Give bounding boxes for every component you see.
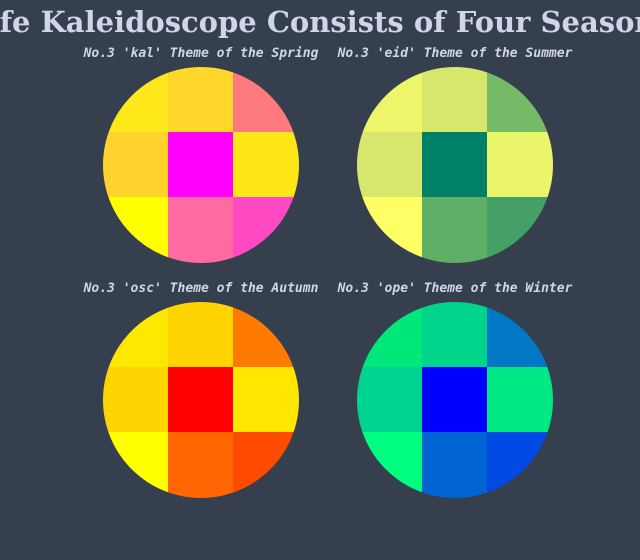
cell-summer-r0-c1 bbox=[422, 67, 487, 132]
cell-summer-r1-c0 bbox=[357, 132, 422, 197]
panel-spring bbox=[103, 67, 299, 263]
cell-spring-r2-c1 bbox=[168, 197, 233, 263]
cell-autumn-r1-c0 bbox=[103, 367, 168, 432]
cell-autumn-r1-c2 bbox=[233, 367, 299, 432]
cell-winter-r1-c0 bbox=[357, 367, 422, 432]
figure-title: Life Kaleidoscope Consists of Four Seaso… bbox=[0, 5, 640, 39]
cell-winter-r2-c2 bbox=[487, 432, 553, 498]
cell-summer-r1-c1 bbox=[422, 132, 487, 197]
cell-winter-r2-c0 bbox=[357, 432, 422, 498]
cell-winter-r0-c2 bbox=[487, 302, 553, 367]
cell-summer-r0-c0 bbox=[357, 67, 422, 132]
cell-spring-r1-c1 bbox=[168, 132, 233, 197]
cell-spring-r2-c2 bbox=[233, 197, 299, 263]
panel-summer bbox=[357, 67, 553, 263]
cell-autumn-r2-c2 bbox=[233, 432, 299, 498]
panel-winter bbox=[357, 302, 553, 498]
cell-autumn-r2-c0 bbox=[103, 432, 168, 498]
cell-winter-r1-c1 bbox=[422, 367, 487, 432]
cell-spring-r1-c2 bbox=[233, 132, 299, 197]
cell-winter-r2-c1 bbox=[422, 432, 487, 498]
cell-summer-r2-c0 bbox=[357, 197, 422, 263]
cell-winter-r0-c0 bbox=[357, 302, 422, 367]
cell-summer-r2-c2 bbox=[487, 197, 553, 263]
cell-winter-r0-c1 bbox=[422, 302, 487, 367]
cell-autumn-r0-c2 bbox=[233, 302, 299, 367]
cell-autumn-r2-c1 bbox=[168, 432, 233, 498]
panel-autumn bbox=[103, 302, 299, 498]
cell-spring-r2-c0 bbox=[103, 197, 168, 263]
cell-spring-r0-c1 bbox=[168, 67, 233, 132]
cell-spring-r0-c2 bbox=[233, 67, 299, 132]
panel-title-spring: No.3 'kal' Theme of the Spring bbox=[83, 46, 319, 61]
panel-title-autumn: No.3 'osc' Theme of the Autumn bbox=[83, 281, 319, 296]
panel-title-summer: No.3 'eid' Theme of the Summer bbox=[337, 46, 573, 61]
cell-summer-r0-c2 bbox=[487, 67, 553, 132]
cell-autumn-r1-c1 bbox=[168, 367, 233, 432]
cell-autumn-r0-c0 bbox=[103, 302, 168, 367]
cell-winter-r1-c2 bbox=[487, 367, 553, 432]
cell-summer-r2-c1 bbox=[422, 197, 487, 263]
cell-autumn-r0-c1 bbox=[168, 302, 233, 367]
panel-title-winter: No.3 'ope' Theme of the Winter bbox=[337, 281, 573, 296]
cell-spring-r1-c0 bbox=[103, 132, 168, 197]
cell-spring-r0-c0 bbox=[103, 67, 168, 132]
cell-summer-r1-c2 bbox=[487, 132, 553, 197]
